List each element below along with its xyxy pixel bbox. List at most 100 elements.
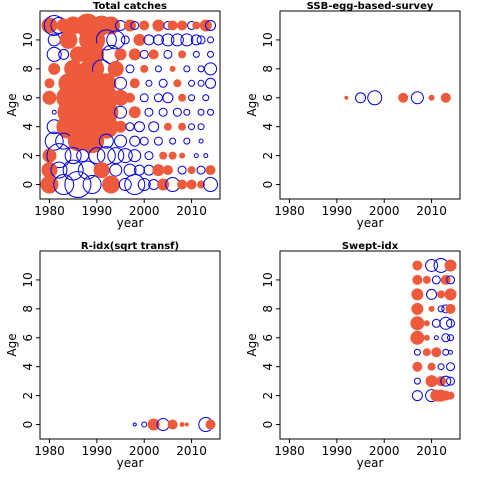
panel-3: R-idx(sqrt transf) 1980 1990 2000 2010 0 2 4 6 8 1… (5, 241, 221, 470)
y-tick-label: 2 (261, 152, 275, 160)
positive-residual-bubble (140, 64, 149, 73)
positive-residual-bubble (440, 274, 451, 285)
negative-residual-bubble (188, 123, 196, 131)
negative-residual-bubble (46, 46, 62, 62)
positive-residual-bubble (44, 78, 55, 89)
positive-residual-bubble (114, 120, 127, 133)
negative-residual-bubble (58, 48, 70, 60)
positive-residual-bubble (437, 290, 446, 299)
x-tick-label: 1980 (274, 204, 305, 218)
y-tick-label: 2 (261, 392, 275, 400)
positive-residual-bubble (423, 334, 430, 341)
negative-residual-bubble (172, 107, 182, 117)
negative-residual-bubble (114, 105, 128, 119)
negative-residual-bubble (183, 65, 191, 73)
positive-residual-bubble (48, 62, 61, 75)
negative-residual-bubble (426, 288, 438, 300)
positive-residual-bubble (59, 30, 78, 49)
negative-residual-bubble (158, 78, 168, 88)
y-tick-label: 4 (261, 123, 275, 131)
negative-residual-bubble (95, 29, 117, 51)
negative-residual-bubble (183, 108, 191, 116)
positive-residual-bubble (124, 19, 136, 32)
negative-residual-bubble (188, 94, 196, 102)
positive-residual-bubble (423, 320, 430, 327)
negative-residual-bubble (106, 30, 126, 50)
negative-residual-bubble (196, 165, 206, 175)
positive-residual-bubble (42, 148, 57, 163)
negative-residual-bubble (153, 93, 163, 103)
negative-residual-bubble (446, 376, 456, 386)
negative-residual-bubble (128, 149, 142, 163)
negative-residual-bubble (205, 19, 217, 31)
negative-residual-bubble (133, 164, 145, 176)
positive-residual-bubble (178, 50, 187, 59)
positive-residual-bubble (184, 422, 189, 427)
positive-residual-bubble (446, 391, 455, 400)
positive-residual-bubble (179, 422, 185, 428)
negative-residual-bubble (51, 109, 57, 115)
negative-residual-bubble (139, 93, 149, 103)
y-tick-label: 0 (261, 181, 275, 189)
positive-residual-bubble (125, 92, 135, 103)
y-tick-label: 8 (21, 65, 35, 73)
x-tick-label: 1990 (322, 204, 353, 218)
positive-residual-bubble (177, 179, 188, 190)
negative-residual-bubble (141, 421, 148, 428)
y-tick-label: 10 (261, 32, 275, 47)
positive-residual-bubble (205, 419, 216, 430)
positive-residual-bubble (40, 175, 59, 194)
positive-residual-bubble (148, 49, 159, 60)
negative-residual-bubble (197, 123, 205, 131)
negative-residual-bubble (137, 178, 151, 192)
negative-residual-bubble (203, 177, 219, 193)
negative-residual-bubble (162, 92, 174, 104)
negative-residual-bubble (410, 91, 424, 105)
y-tick-label: 4 (21, 123, 35, 131)
bubbles (40, 13, 219, 199)
positive-residual-bubble (192, 21, 201, 30)
bubbles (344, 90, 451, 106)
negative-residual-bubble (161, 33, 175, 47)
panel-1: Total catches 1980 1990 2000 2010 0 2 4 6 8 10 year… (5, 1, 221, 230)
positive-residual-bubble (411, 302, 424, 315)
positive-residual-bubble (428, 305, 435, 312)
chart-title: R-idx(sqrt transf) (81, 241, 179, 252)
x-tick-label: 2010 (416, 204, 447, 218)
y-tick-label: 4 (261, 363, 275, 371)
y-tick-label: 0 (21, 421, 35, 429)
positive-residual-bubble (41, 162, 58, 179)
negative-residual-bubble (139, 136, 149, 146)
negative-residual-bubble (117, 148, 133, 164)
negative-residual-bubble (203, 153, 209, 159)
x-tick-label: 2010 (176, 444, 207, 458)
negative-residual-bubble (148, 121, 160, 133)
positive-residual-bubble (163, 122, 172, 131)
y-tick-label: 10 (21, 32, 35, 47)
positive-residual-bubble (412, 361, 423, 372)
positive-residual-bubble (412, 260, 423, 271)
negative-residual-bubble (44, 131, 64, 151)
y-tick-label: 4 (21, 363, 35, 371)
negative-residual-bubble (46, 143, 72, 169)
negative-residual-bubble (145, 79, 153, 87)
positive-residual-bubble (42, 90, 57, 105)
positive-residual-bubble (169, 65, 176, 72)
positive-residual-bubble (93, 162, 110, 179)
y-tick-label: 0 (261, 421, 275, 429)
positive-residual-bubble (427, 362, 436, 371)
x-tick-label: 1990 (322, 444, 353, 458)
negative-residual-bubble (197, 65, 205, 73)
negative-residual-bubble (170, 33, 184, 47)
x-tick-label: 1980 (274, 444, 305, 458)
positive-residual-bubble (344, 95, 349, 100)
positive-residual-bubble (411, 288, 424, 301)
positive-residual-bubble (102, 175, 121, 194)
negative-residual-bubble (139, 49, 149, 59)
positive-residual-bubble (147, 418, 160, 431)
x-tick-label: 2000 (369, 444, 400, 458)
negative-residual-bubble (448, 349, 454, 355)
negative-residual-bubble (82, 175, 102, 195)
negative-residual-bubble (50, 161, 68, 179)
positive-residual-bubble (444, 288, 457, 301)
